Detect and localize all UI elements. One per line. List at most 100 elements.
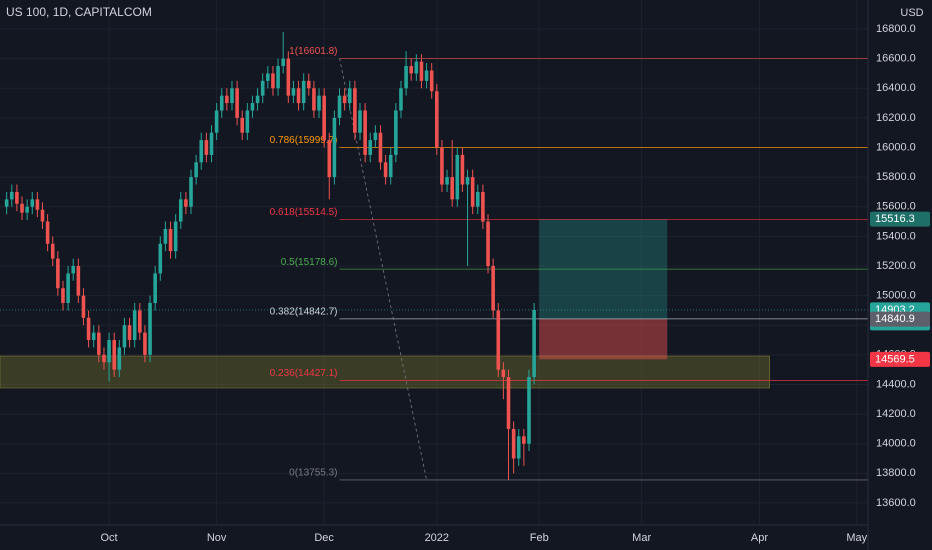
candle-body <box>342 95 347 104</box>
y-tick-label: 13800.0 <box>876 467 916 479</box>
fib-label: 1(16601.8) <box>289 46 337 57</box>
candle-body <box>435 91 439 148</box>
y-tick-label: 15600.0 <box>876 201 916 213</box>
candle-body <box>470 177 475 207</box>
x-tick-label: Feb <box>530 532 549 544</box>
y-tick-label: 16200.0 <box>876 112 916 124</box>
candle-body <box>363 110 367 155</box>
candle-body <box>153 273 157 304</box>
y-tick-label: 14400.0 <box>876 378 916 390</box>
candle-body <box>511 428 516 459</box>
y-tick-label: 15800.0 <box>876 171 916 183</box>
candle-body <box>225 95 229 104</box>
candle-body <box>219 95 224 111</box>
stop-zone <box>539 319 668 360</box>
candle-body <box>30 199 35 207</box>
candle-body <box>399 88 403 111</box>
candle-body <box>460 154 465 185</box>
candle-body <box>194 162 198 178</box>
support-zone <box>0 355 770 389</box>
candle-body <box>204 140 209 155</box>
x-tick-label: Nov <box>207 532 227 544</box>
candle-body <box>465 177 470 185</box>
x-tick-label: May <box>846 532 867 544</box>
candle-body <box>148 303 152 355</box>
candle-body <box>378 132 383 163</box>
y-tick-label: 15400.0 <box>876 230 916 242</box>
candle-body <box>409 66 414 74</box>
candle-body <box>440 147 444 185</box>
candle-body <box>327 140 332 178</box>
candle-body <box>358 110 362 133</box>
candle-body <box>486 221 490 266</box>
candle-body <box>235 88 239 118</box>
candle-body <box>40 209 45 222</box>
y-tick-label: 16600.0 <box>876 53 916 65</box>
candle-body <box>61 288 65 304</box>
candle-body <box>455 154 460 200</box>
candle-body <box>132 310 137 341</box>
candle-body <box>250 103 255 111</box>
candle-body <box>516 436 521 459</box>
candle-body <box>35 199 40 210</box>
candle-body <box>383 162 388 178</box>
candle-body <box>245 110 250 133</box>
candle-body <box>522 436 526 444</box>
candle-body <box>260 80 265 96</box>
axes: 13600.013800.014000.014200.014400.014600… <box>101 23 930 544</box>
candle-body <box>322 95 326 141</box>
candle-body <box>214 110 219 133</box>
fib-label: 0.786(15999.7) <box>270 135 338 146</box>
x-tick-label: 2022 <box>425 532 449 544</box>
candle-body <box>266 73 270 81</box>
candle-body <box>286 58 291 96</box>
candle-body <box>317 95 321 111</box>
y-tick-label: 15200.0 <box>876 260 916 272</box>
candle-body <box>532 309 536 378</box>
candle-body <box>496 310 501 370</box>
candle-body <box>337 95 342 118</box>
candle-body <box>163 228 168 244</box>
y-tick-label: 15000.0 <box>876 290 916 302</box>
candle-body <box>107 340 111 363</box>
candle-body <box>81 295 86 318</box>
candle-body <box>312 88 316 111</box>
candle-body <box>71 265 76 274</box>
candle-body <box>501 369 506 378</box>
candle-body <box>368 140 373 155</box>
candle-body <box>527 377 531 444</box>
candle-body <box>404 66 408 89</box>
candle-body <box>50 243 55 259</box>
candle-body <box>424 70 429 81</box>
price-tag <box>870 311 930 327</box>
candle-body <box>394 110 398 155</box>
candle-body <box>506 377 511 429</box>
candle-body <box>122 325 127 348</box>
candle-body <box>4 199 9 207</box>
candle-body <box>240 117 245 133</box>
candle-body <box>112 340 116 370</box>
candle-body <box>347 88 352 104</box>
candle-body <box>102 354 106 363</box>
candle-body <box>373 132 378 141</box>
plot-area: 1(16601.8) 0.786(15999.7) 0.618(15514.5) 0.… <box>0 31 868 481</box>
candle-body <box>276 66 280 89</box>
candle-body <box>138 310 142 333</box>
candle-body <box>255 95 260 104</box>
candle-body <box>419 61 424 81</box>
candle-body <box>296 88 301 104</box>
candle-body <box>15 191 19 204</box>
price-tag-label: 15516.3 <box>875 213 915 225</box>
candle-body <box>86 317 91 341</box>
currency: USD <box>900 7 923 19</box>
candle-body <box>271 73 275 89</box>
y-tick-label: 16800.0 <box>876 23 916 35</box>
x-tick-label: Oct <box>101 532 118 544</box>
candle-body <box>230 88 234 104</box>
candle-body <box>143 332 147 355</box>
candle-body <box>25 206 29 213</box>
candle-body <box>158 243 163 274</box>
fib-label: 0.618(15514.5) <box>270 207 338 218</box>
candle-body <box>199 140 204 163</box>
